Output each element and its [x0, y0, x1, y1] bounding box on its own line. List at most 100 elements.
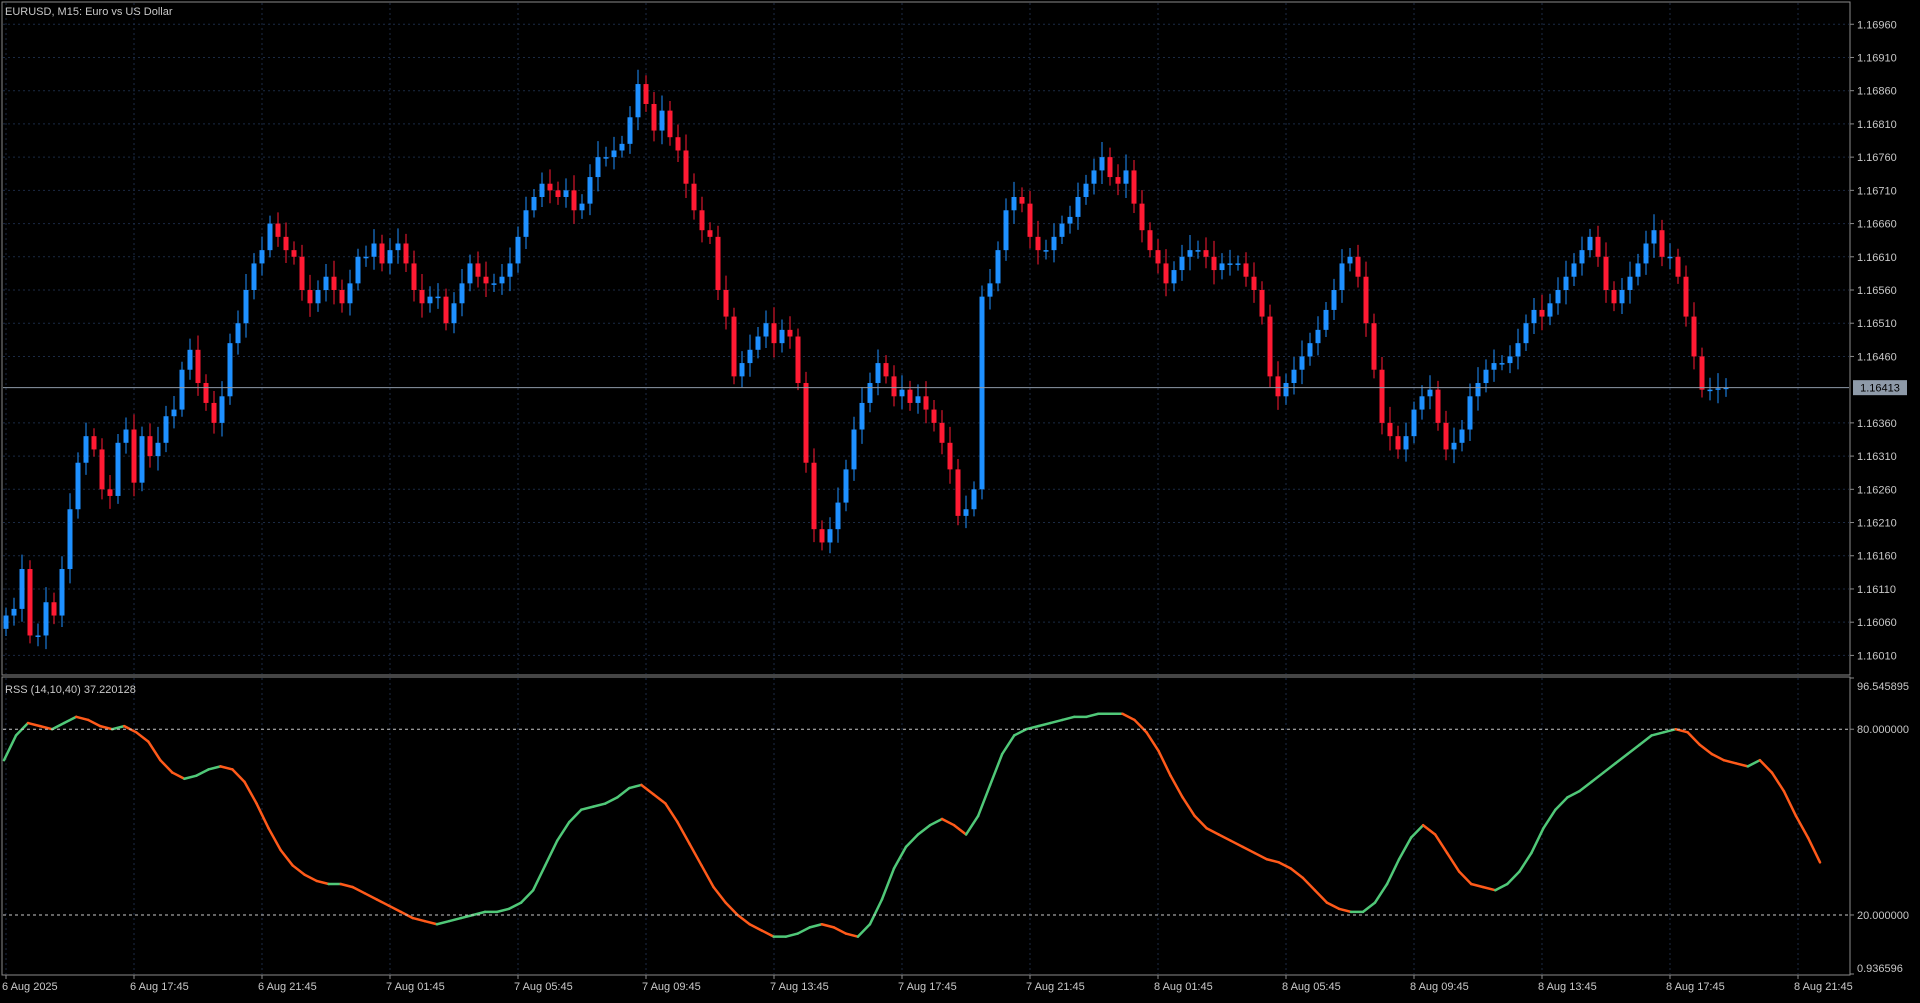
bull-candle[interactable] [123, 429, 129, 443]
bull-candle[interactable] [1347, 256, 1353, 264]
bear-candle[interactable] [955, 469, 961, 516]
candlestick-series[interactable] [3, 69, 1729, 650]
bear-candle[interactable] [27, 569, 33, 636]
bull-candle[interactable] [1707, 389, 1713, 392]
bear-candle[interactable] [771, 323, 777, 344]
bull-candle[interactable] [1219, 263, 1225, 271]
bull-candle[interactable] [1483, 369, 1489, 384]
bear-candle[interactable] [803, 383, 809, 463]
bull-candle[interactable] [1419, 396, 1425, 410]
bull-candle[interactable] [1195, 250, 1201, 252]
bear-candle[interactable] [667, 110, 673, 138]
bull-candle[interactable] [1627, 276, 1633, 291]
bear-candle[interactable] [1443, 422, 1449, 450]
bear-candle[interactable] [811, 462, 817, 530]
bull-candle[interactable] [1331, 290, 1337, 310]
bear-candle[interactable] [947, 442, 953, 470]
bear-candle[interactable] [1611, 290, 1617, 304]
bear-candle[interactable] [691, 183, 697, 211]
bull-candle[interactable] [1307, 343, 1313, 357]
bull-candle[interactable] [59, 569, 65, 616]
bear-candle[interactable] [939, 422, 945, 443]
bear-candle[interactable] [1147, 230, 1153, 251]
bear-candle[interactable] [1035, 236, 1041, 251]
bull-candle[interactable] [843, 469, 849, 503]
bull-candle[interactable] [835, 502, 841, 530]
bull-candle[interactable] [1067, 216, 1073, 224]
bear-candle[interactable] [651, 103, 657, 131]
bull-candle[interactable] [1323, 309, 1329, 330]
bear-candle[interactable] [483, 276, 489, 284]
bear-candle[interactable] [1699, 356, 1705, 390]
bear-candle[interactable] [571, 190, 577, 211]
bear-candle[interactable] [1659, 230, 1665, 257]
bear-candle[interactable] [883, 363, 889, 377]
bull-candle[interactable] [979, 296, 985, 490]
bull-candle[interactable] [619, 143, 625, 151]
bull-candle[interactable] [243, 290, 249, 324]
bull-candle[interactable] [459, 283, 465, 304]
bull-candle[interactable] [363, 256, 369, 259]
bear-candle[interactable] [275, 223, 281, 237]
bear-candle[interactable] [555, 190, 561, 197]
bull-candle[interactable] [179, 369, 185, 410]
bear-candle[interactable] [331, 276, 337, 291]
bear-candle[interactable] [211, 402, 217, 423]
bull-candle[interactable] [1123, 170, 1129, 184]
bull-candle[interactable] [1491, 363, 1497, 370]
bull-candle[interactable] [1459, 429, 1465, 443]
bear-candle[interactable] [51, 602, 57, 616]
bear-candle[interactable] [891, 376, 897, 397]
bear-candle[interactable] [1139, 203, 1145, 231]
rss-indicator-line[interactable] [2, 712, 1822, 938]
bull-candle[interactable] [427, 296, 433, 304]
bear-candle[interactable] [1163, 263, 1169, 284]
bull-candle[interactable] [219, 396, 225, 423]
bear-candle[interactable] [1155, 250, 1161, 264]
bear-candle[interactable] [1131, 170, 1137, 204]
bull-candle[interactable] [1499, 363, 1505, 365]
bull-candle[interactable] [395, 243, 401, 251]
bull-candle[interactable] [595, 157, 601, 178]
bull-candle[interactable] [1571, 263, 1577, 277]
bull-candle[interactable] [1651, 230, 1657, 244]
bull-candle[interactable] [1179, 256, 1185, 271]
bear-candle[interactable] [307, 290, 313, 304]
bear-candle[interactable] [819, 529, 825, 543]
bull-candle[interactable] [1515, 343, 1521, 357]
bear-candle[interactable] [1251, 276, 1257, 291]
bear-candle[interactable] [1595, 236, 1601, 257]
bull-candle[interactable] [67, 509, 73, 570]
bear-candle[interactable] [1683, 276, 1689, 317]
bull-candle[interactable] [1467, 396, 1473, 430]
bull-candle[interactable] [139, 436, 145, 483]
bull-candle[interactable] [3, 615, 9, 629]
bull-candle[interactable] [507, 263, 513, 277]
bear-candle[interactable] [731, 316, 737, 377]
bear-candle[interactable] [683, 150, 689, 184]
bull-candle[interactable] [451, 303, 457, 324]
bull-candle[interactable] [611, 150, 617, 158]
bull-candle[interactable] [739, 363, 745, 377]
bull-candle[interactable] [851, 429, 857, 470]
bull-candle[interactable] [1059, 223, 1065, 237]
bull-candle[interactable] [1043, 250, 1049, 252]
bull-candle[interactable] [355, 256, 361, 284]
bull-candle[interactable] [19, 569, 25, 609]
bear-candle[interactable] [1115, 177, 1121, 184]
bull-candle[interactable] [1475, 383, 1481, 397]
bull-candle[interactable] [875, 363, 881, 384]
bear-candle[interactable] [1211, 256, 1217, 271]
bull-candle[interactable] [1091, 170, 1097, 184]
bull-candle[interactable] [915, 396, 921, 403]
bear-candle[interactable] [1435, 389, 1441, 423]
bear-candle[interactable] [715, 236, 721, 291]
bear-candle[interactable] [1107, 157, 1113, 178]
bull-candle[interactable] [1715, 388, 1721, 390]
bull-candle[interactable] [1315, 329, 1321, 344]
bear-candle[interactable] [907, 389, 913, 403]
bull-candle[interactable] [1451, 442, 1457, 450]
bull-candle[interactable] [1635, 263, 1641, 277]
bear-candle[interactable] [1355, 256, 1361, 277]
